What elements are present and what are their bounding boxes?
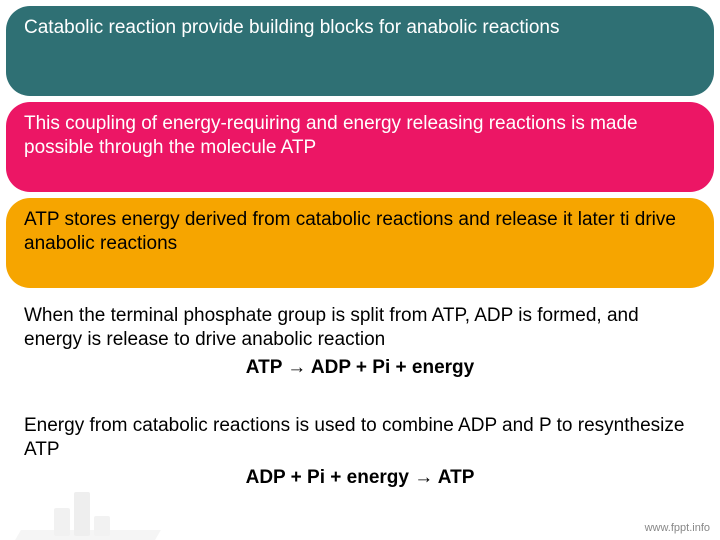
box-text: This coupling of energy-requiring and en… <box>24 112 696 160</box>
box-formula: ATP → ADP + Pi + energy <box>24 356 696 380</box>
info-box-4: Energy from catabolic reactions is used … <box>6 404 714 508</box>
info-box-3: When the terminal phosphate group is spl… <box>6 294 714 398</box>
info-box-2: ATP stores energy derived from catabolic… <box>6 198 714 288</box>
slide: Catabolic reaction provide building bloc… <box>0 0 720 540</box>
box-text: Energy from catabolic reactions is used … <box>24 414 696 462</box>
box-text: ATP stores energy derived from catabolic… <box>24 208 696 256</box>
info-box-1: This coupling of energy-requiring and en… <box>6 102 714 192</box>
box-text: Catabolic reaction provide building bloc… <box>24 16 696 40</box>
box-formula: ADP + Pi + energy → ATP <box>24 466 696 490</box>
footer-link: www.fppt.info <box>645 522 710 534</box>
info-box-0: Catabolic reaction provide building bloc… <box>6 6 714 96</box>
box-text: When the terminal phosphate group is spl… <box>24 304 696 352</box>
